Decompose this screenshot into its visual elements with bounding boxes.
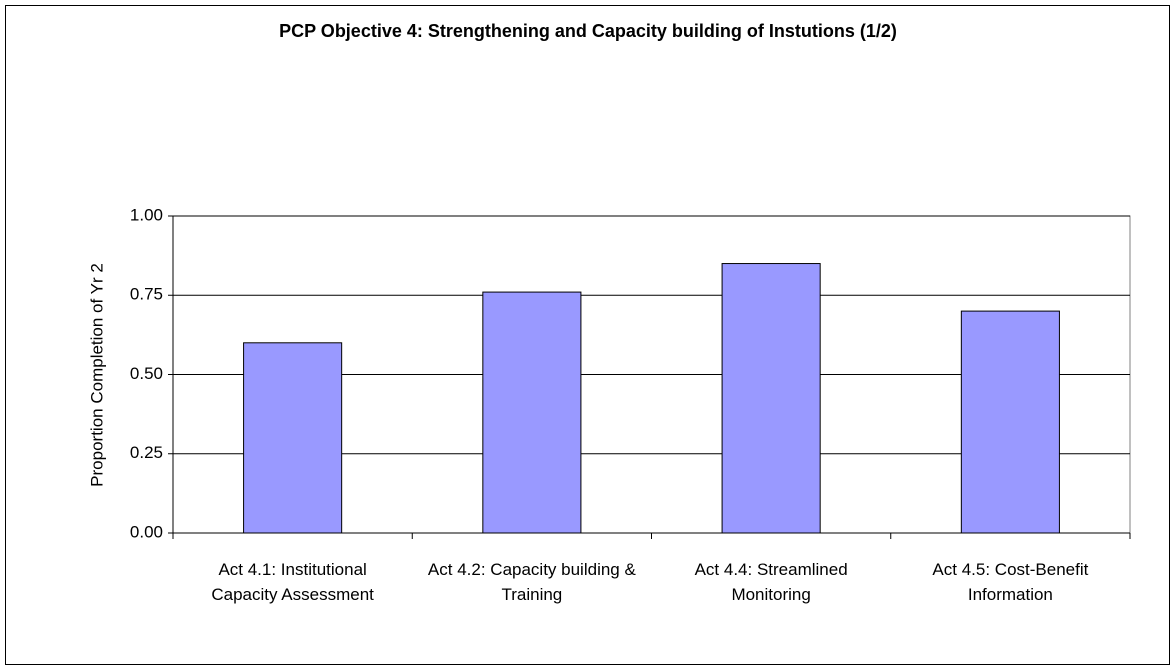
- y-tick-label: 0.50: [130, 364, 163, 383]
- x-tick-label: Act 4.1: Institutional Capacity Assessme…: [211, 560, 374, 604]
- bar: [960, 310, 1060, 534]
- bar: [482, 291, 582, 534]
- x-tick-label: Act 4.4: Streamlined Monitoring: [694, 560, 848, 604]
- x-tick-label: Act 4.2: Capacity building & Training: [427, 560, 636, 604]
- chart-title: PCP Objective 4: Strengthening and Capac…: [279, 21, 897, 41]
- y-axis-label: Proportion Completion of Yr 2: [87, 263, 106, 487]
- y-tick-label: 0.75: [130, 285, 163, 304]
- y-tick-label: 1.00: [130, 205, 163, 224]
- y-tick-label: 0.00: [130, 522, 163, 541]
- x-tick-label: Act 4.5: Cost-Benefit Information: [932, 560, 1089, 604]
- y-tick-label: 0.25: [130, 443, 163, 462]
- bar: [721, 263, 821, 534]
- bar: [243, 342, 343, 534]
